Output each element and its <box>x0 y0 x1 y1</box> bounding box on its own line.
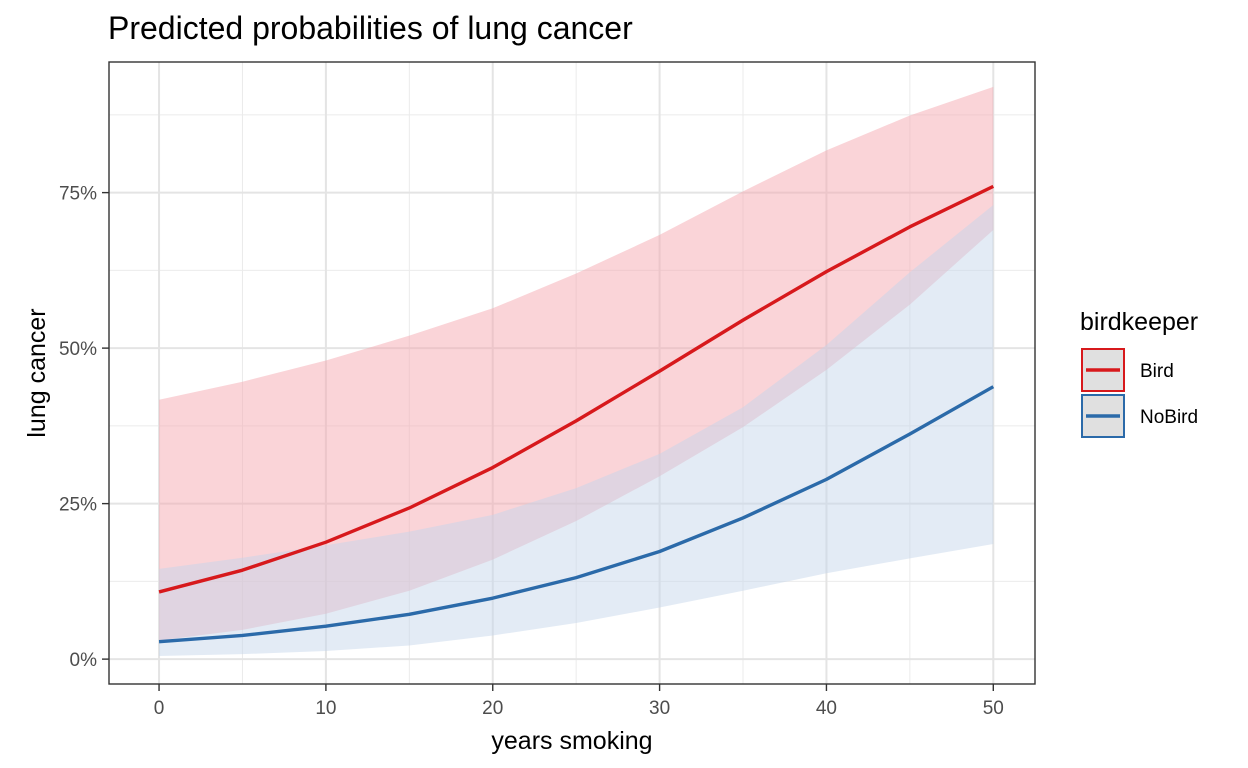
legend-label-bird: Bird <box>1140 361 1174 382</box>
series-line-bird <box>158 184 995 594</box>
x-axis: 0 10 20 30 40 50 <box>154 684 1004 719</box>
x-axis-title: years smoking <box>491 727 652 755</box>
legend: birdkeeper Bird NoBird <box>1080 308 1198 438</box>
legend-title: birdkeeper <box>1080 308 1198 336</box>
series-line-nobird <box>158 385 995 644</box>
y-tick-label: 50% <box>59 339 97 360</box>
confidence-band-bird <box>159 86 994 641</box>
y-axis-title: lung cancer <box>23 308 51 437</box>
x-tick-label: 10 <box>315 698 336 719</box>
y-tick-label: 25% <box>59 495 97 516</box>
x-tick-label: 50 <box>983 698 1004 719</box>
x-tick-label: 30 <box>649 698 670 719</box>
y-axis: 0% 25% 50% 75% <box>59 184 109 671</box>
x-tick-label: 0 <box>154 698 165 719</box>
chart-title: Predicted probabilities of lung cancer <box>108 10 633 46</box>
confidence-band-layer <box>159 86 994 657</box>
y-tick-label: 75% <box>59 184 97 205</box>
plot-panel-border <box>108 61 1036 685</box>
minor-gridlines <box>109 62 1035 684</box>
legend-label-nobird: NoBird <box>1140 407 1198 428</box>
series-lines <box>158 184 995 644</box>
y-tick-label: 0% <box>70 650 98 671</box>
x-tick-label: 20 <box>482 698 503 719</box>
confidence-band-nobird <box>159 205 994 657</box>
x-tick-label: 40 <box>816 698 837 719</box>
